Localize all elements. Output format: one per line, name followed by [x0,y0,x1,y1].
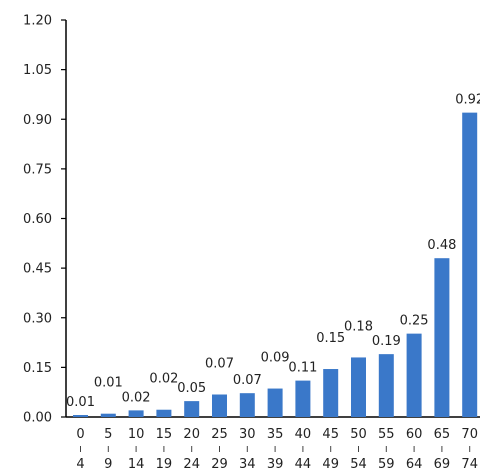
data-label: 0.07 [233,373,262,388]
bar [434,258,450,417]
data-label: 0.48 [427,238,456,253]
x-category-label-bottom: 69 [434,457,451,471]
bar [267,388,283,417]
x-category-label-bottom: 29 [211,457,228,471]
y-tick-label: 0.00 [23,411,52,426]
y-tick-label: 0.45 [23,262,52,277]
data-label: 0.07 [205,357,234,372]
x-category-label-top: 50 [350,427,367,442]
x-category-label-top: 40 [295,427,312,442]
bar [406,333,422,417]
x-category-label-top: 25 [211,427,228,442]
y-tick-label: 0.15 [23,361,52,376]
y-tick-label: 0.30 [23,311,52,326]
bar [73,415,88,417]
x-axis-category-labels: 0459101415192024252930343539404445495054… [76,427,478,471]
data-label: 0.01 [94,376,123,391]
x-category-label-top: 5 [104,427,112,442]
data-label: 0.19 [372,334,401,349]
data-label: 0.25 [400,314,429,329]
data-labels: 0.010.010.020.020.050.070.070.090.110.15… [66,93,480,410]
x-category-label-top: 45 [322,427,339,442]
x-category-label-bottom: 44 [295,457,312,471]
data-label: 0.02 [122,390,151,405]
x-category-label-top: 65 [434,427,451,442]
y-tick-label: 1.05 [23,63,52,78]
x-category-label-bottom: 64 [406,457,423,471]
data-label: 0.11 [288,361,317,376]
bar [378,354,394,417]
bar [156,409,172,417]
x-category-label-bottom: 49 [322,457,339,471]
x-category-label-top: 35 [267,427,284,442]
y-tick-label: 0.90 [23,113,52,128]
data-label: 0.09 [261,351,290,366]
data-label: 0.05 [177,381,206,396]
x-category-label-top: 0 [76,427,84,442]
x-category-label-top: 60 [406,427,423,442]
x-category-label-bottom: 14 [128,457,145,471]
y-tick-label: 0.60 [23,212,52,227]
x-category-label-bottom: 39 [267,457,284,471]
bar [212,394,227,417]
x-category-label-top: 30 [239,427,256,442]
x-category-label-top: 10 [128,427,145,442]
x-category-label-bottom: 19 [156,457,173,471]
bar [351,357,366,417]
data-label: 0.18 [344,319,373,334]
x-category-label-bottom: 24 [183,457,200,471]
x-category-label-top: 55 [378,427,395,442]
bars [73,112,478,417]
y-tick-label: 1.20 [23,14,52,29]
data-label: 0.92 [455,93,480,108]
y-axis-ticks: 0.00 0.15 0.30 0.45 0.60 0.75 0.90 1.05 1.20 [23,14,66,426]
bar [239,393,255,417]
x-category-label-bottom: 9 [104,457,112,471]
bar [100,413,116,417]
x-category-label-bottom: 74 [461,457,478,471]
x-category-label-top: 70 [461,427,478,442]
x-category-label-bottom: 4 [76,457,84,471]
bar [128,410,144,417]
bar [184,401,200,417]
data-label: 0.01 [66,395,95,410]
x-category-label-top: 20 [183,427,200,442]
x-category-label-bottom: 34 [239,457,256,471]
x-category-label-bottom: 59 [378,457,395,471]
x-category-label-top: 15 [156,427,173,442]
bar [323,369,339,417]
bar [462,112,478,417]
bar [295,380,311,417]
x-category-label-bottom: 54 [350,457,367,471]
data-label: 0.15 [316,331,345,346]
y-tick-label: 0.75 [23,162,52,177]
data-label: 0.02 [149,372,178,387]
